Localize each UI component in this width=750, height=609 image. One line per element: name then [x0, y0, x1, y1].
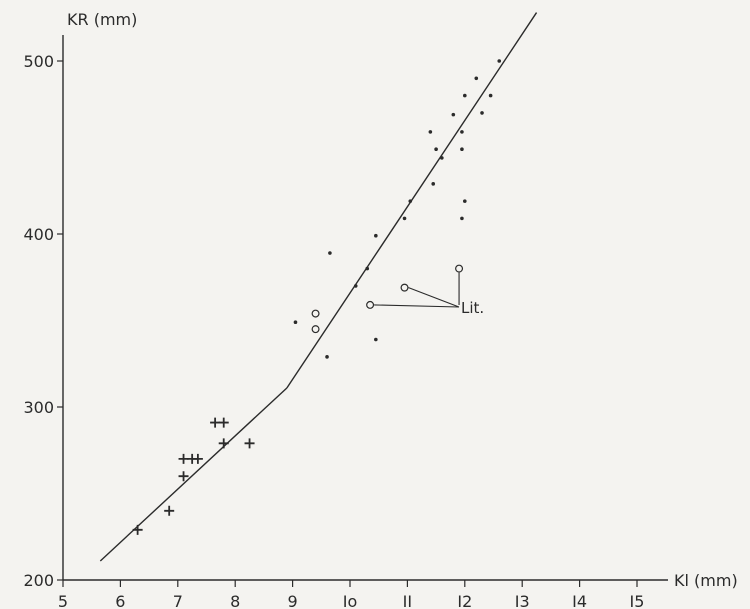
- circle-point: [311, 309, 320, 318]
- y-tick-label: 200: [23, 571, 54, 590]
- dot-point: [328, 251, 332, 255]
- y-axis-label: KR (mm): [67, 10, 137, 29]
- dot-point: [374, 233, 378, 238]
- dot-point: [365, 266, 370, 271]
- circle-point: [366, 300, 375, 309]
- dot-point: [374, 337, 378, 342]
- dot-point: [480, 111, 484, 115]
- plus-point: [244, 438, 255, 449]
- x-tick-label: 8: [230, 592, 240, 609]
- x-tick-label: 5: [58, 592, 68, 609]
- x-tick-label: II: [403, 592, 412, 609]
- y-tick-label: 300: [23, 398, 54, 417]
- data-points: [132, 59, 502, 535]
- dot-point: [402, 216, 407, 221]
- dot-point: [497, 59, 502, 63]
- dot-point: [474, 76, 479, 81]
- dot-point: [293, 320, 298, 325]
- dot-point: [440, 156, 444, 160]
- x-tick-label: I2: [457, 592, 472, 609]
- plus-point: [192, 453, 203, 464]
- y-tick-label: 500: [23, 52, 54, 71]
- x-tick-label: 6: [115, 592, 125, 609]
- x-ticks: 5 6 7 8 9 Io II I2 I3 I4 I5: [58, 580, 645, 609]
- dot-point: [451, 112, 456, 117]
- lit-leader-line: [408, 287, 460, 308]
- x-tick-label: I4: [572, 592, 587, 609]
- circle-point: [400, 283, 409, 292]
- x-tick-label: I5: [630, 592, 645, 609]
- plus-point: [132, 524, 143, 535]
- regression-line: [99, 387, 288, 562]
- plus-point: [164, 505, 175, 516]
- dot-point: [460, 130, 464, 134]
- axes: [62, 35, 668, 581]
- x-axis-label: Kl (mm): [674, 571, 738, 590]
- x-tick-label: Io: [343, 592, 358, 609]
- plus-point: [178, 453, 189, 464]
- circle-point: [311, 325, 320, 334]
- lit-label: Lit.: [461, 299, 484, 317]
- y-tick-label: 400: [23, 225, 54, 244]
- dot-point: [353, 284, 358, 288]
- circle-point: [455, 264, 464, 273]
- lit-annotation: Lit.: [374, 272, 484, 317]
- dot-point: [488, 93, 493, 98]
- plus-point: [218, 438, 229, 449]
- dot-point: [428, 130, 433, 134]
- dot-point: [460, 216, 464, 221]
- regression-line-group: [99, 12, 538, 562]
- x-tick-label: 7: [173, 592, 183, 609]
- dot-point: [325, 355, 329, 359]
- x-tick-label: I3: [515, 592, 530, 609]
- dot-point: [408, 199, 413, 203]
- dot-point: [431, 182, 436, 186]
- dot-point: [463, 93, 467, 98]
- lit-leader-line: [374, 304, 460, 308]
- plus-point: [178, 471, 189, 482]
- plus-point: [210, 417, 221, 428]
- plus-point: [218, 417, 229, 428]
- dot-point: [434, 147, 438, 152]
- x-tick-label: 9: [288, 592, 298, 609]
- dot-point: [460, 147, 464, 152]
- dot-point: [463, 199, 467, 203]
- y-ticks: 200 300 400 500: [23, 52, 63, 590]
